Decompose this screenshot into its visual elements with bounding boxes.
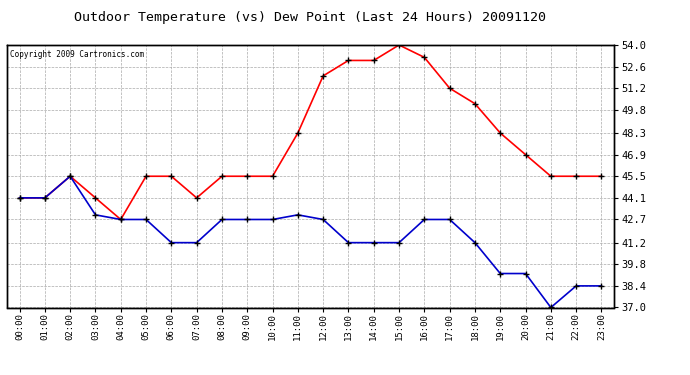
Text: Copyright 2009 Cartronics.com: Copyright 2009 Cartronics.com — [10, 50, 144, 59]
Text: Outdoor Temperature (vs) Dew Point (Last 24 Hours) 20091120: Outdoor Temperature (vs) Dew Point (Last… — [75, 11, 546, 24]
